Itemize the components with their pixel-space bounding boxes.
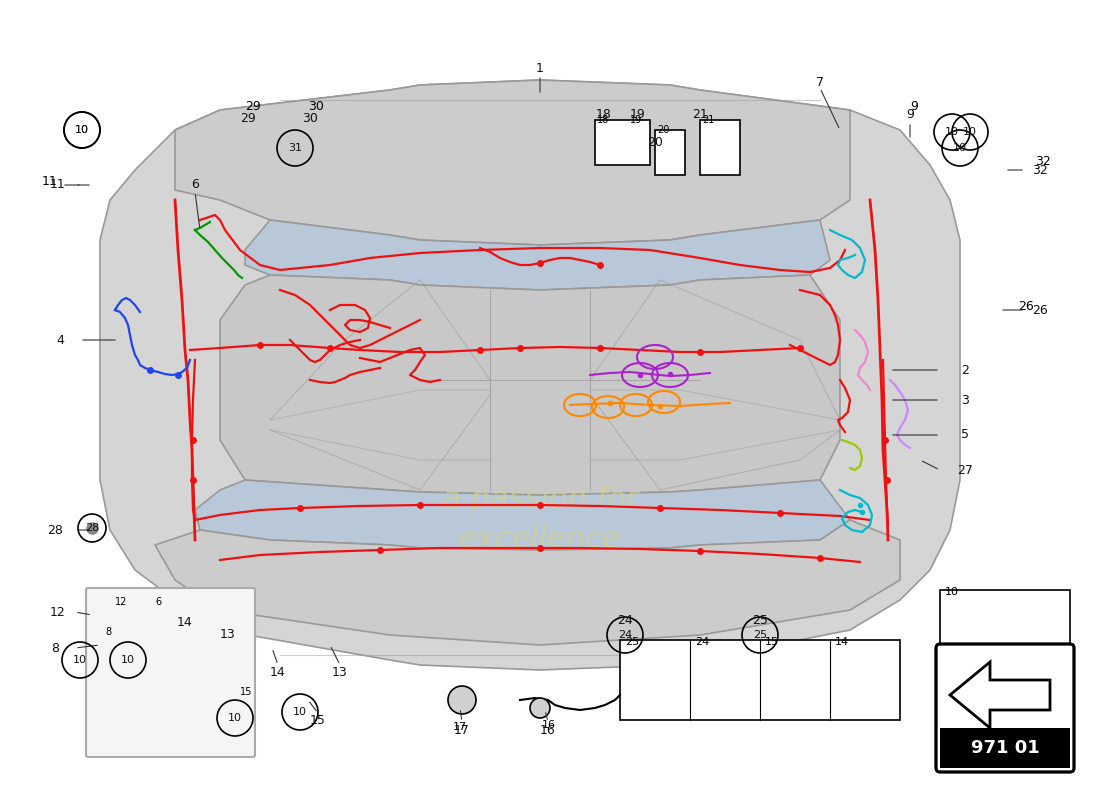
Bar	[940, 728, 1070, 768]
Circle shape	[448, 686, 476, 714]
Text: 9: 9	[906, 109, 914, 122]
Text: 18: 18	[596, 109, 612, 122]
Text: 29: 29	[245, 100, 261, 113]
Text: 8: 8	[104, 627, 111, 637]
Text: 11: 11	[42, 175, 57, 188]
Text: 14: 14	[177, 615, 192, 629]
Text: 27: 27	[957, 463, 972, 477]
Text: 10: 10	[953, 143, 967, 153]
Bar	[620, 640, 900, 720]
Circle shape	[530, 698, 550, 718]
Text: 971 01: 971 01	[970, 739, 1040, 757]
Polygon shape	[220, 275, 840, 495]
Text: 14: 14	[271, 666, 286, 678]
Text: 4: 4	[56, 334, 64, 346]
Text: 10: 10	[293, 707, 307, 717]
Text: 10: 10	[962, 127, 977, 137]
Text: 17: 17	[454, 723, 470, 737]
Text: 26: 26	[1018, 300, 1034, 313]
Text: 15: 15	[764, 637, 779, 647]
Text: a passion for: a passion for	[442, 486, 638, 514]
Text: 32: 32	[1032, 163, 1048, 177]
Text: 25: 25	[752, 614, 768, 626]
Text: 3: 3	[961, 394, 969, 406]
Text: 18: 18	[597, 115, 609, 125]
Bar	[700, 120, 740, 175]
Text: 2: 2	[961, 363, 969, 377]
Text: 32: 32	[1035, 155, 1050, 168]
Text: 29: 29	[240, 111, 256, 125]
Text: 21: 21	[692, 109, 708, 122]
Text: 6: 6	[191, 178, 199, 191]
Text: 20: 20	[647, 135, 663, 149]
Text: excellence: excellence	[459, 526, 622, 554]
Text: 30: 30	[302, 111, 318, 125]
Polygon shape	[100, 80, 960, 670]
Text: 26: 26	[1032, 303, 1048, 317]
Text: 7: 7	[816, 75, 824, 89]
Text: 14: 14	[835, 637, 849, 647]
Text: 16: 16	[542, 720, 556, 730]
Polygon shape	[155, 520, 900, 645]
Text: 10: 10	[228, 713, 242, 723]
Text: 25: 25	[625, 637, 639, 647]
Text: 17: 17	[453, 722, 468, 732]
Text: 12: 12	[116, 597, 128, 607]
Polygon shape	[175, 80, 850, 245]
Bar	[654, 130, 685, 175]
Text: 10: 10	[945, 127, 959, 137]
Text: 13: 13	[220, 629, 235, 642]
Text: 9: 9	[910, 100, 917, 113]
Text: 16: 16	[540, 723, 556, 737]
Text: 10: 10	[945, 587, 959, 597]
Text: 13: 13	[332, 666, 348, 678]
Text: 28: 28	[85, 523, 99, 533]
Text: 10: 10	[75, 125, 89, 135]
Text: 10: 10	[75, 125, 89, 135]
Text: 10: 10	[73, 655, 87, 665]
Text: 10: 10	[121, 655, 135, 665]
Polygon shape	[950, 662, 1050, 728]
Text: 15: 15	[310, 714, 326, 726]
Text: 25: 25	[752, 630, 767, 640]
Polygon shape	[195, 480, 850, 550]
Text: 1: 1	[536, 62, 543, 74]
Text: 12: 12	[51, 606, 66, 618]
Text: 11: 11	[51, 178, 66, 191]
Polygon shape	[245, 220, 830, 290]
FancyBboxPatch shape	[936, 644, 1074, 772]
Bar	[595, 120, 650, 165]
Text: 20: 20	[657, 125, 670, 135]
Text: 15: 15	[240, 687, 252, 697]
Bar	[940, 590, 1070, 650]
Text: 5: 5	[961, 429, 969, 442]
Text: 19: 19	[630, 115, 642, 125]
Text: 24: 24	[617, 614, 632, 626]
Text: 30: 30	[308, 100, 323, 113]
Text: 6: 6	[155, 597, 161, 607]
Text: 28: 28	[47, 523, 63, 537]
Text: 21: 21	[702, 115, 714, 125]
Text: 19: 19	[630, 109, 646, 122]
Text: 8: 8	[51, 642, 59, 654]
Text: 24: 24	[695, 637, 710, 647]
FancyBboxPatch shape	[86, 588, 255, 757]
Text: 24: 24	[618, 630, 632, 640]
Text: 31: 31	[288, 143, 302, 153]
